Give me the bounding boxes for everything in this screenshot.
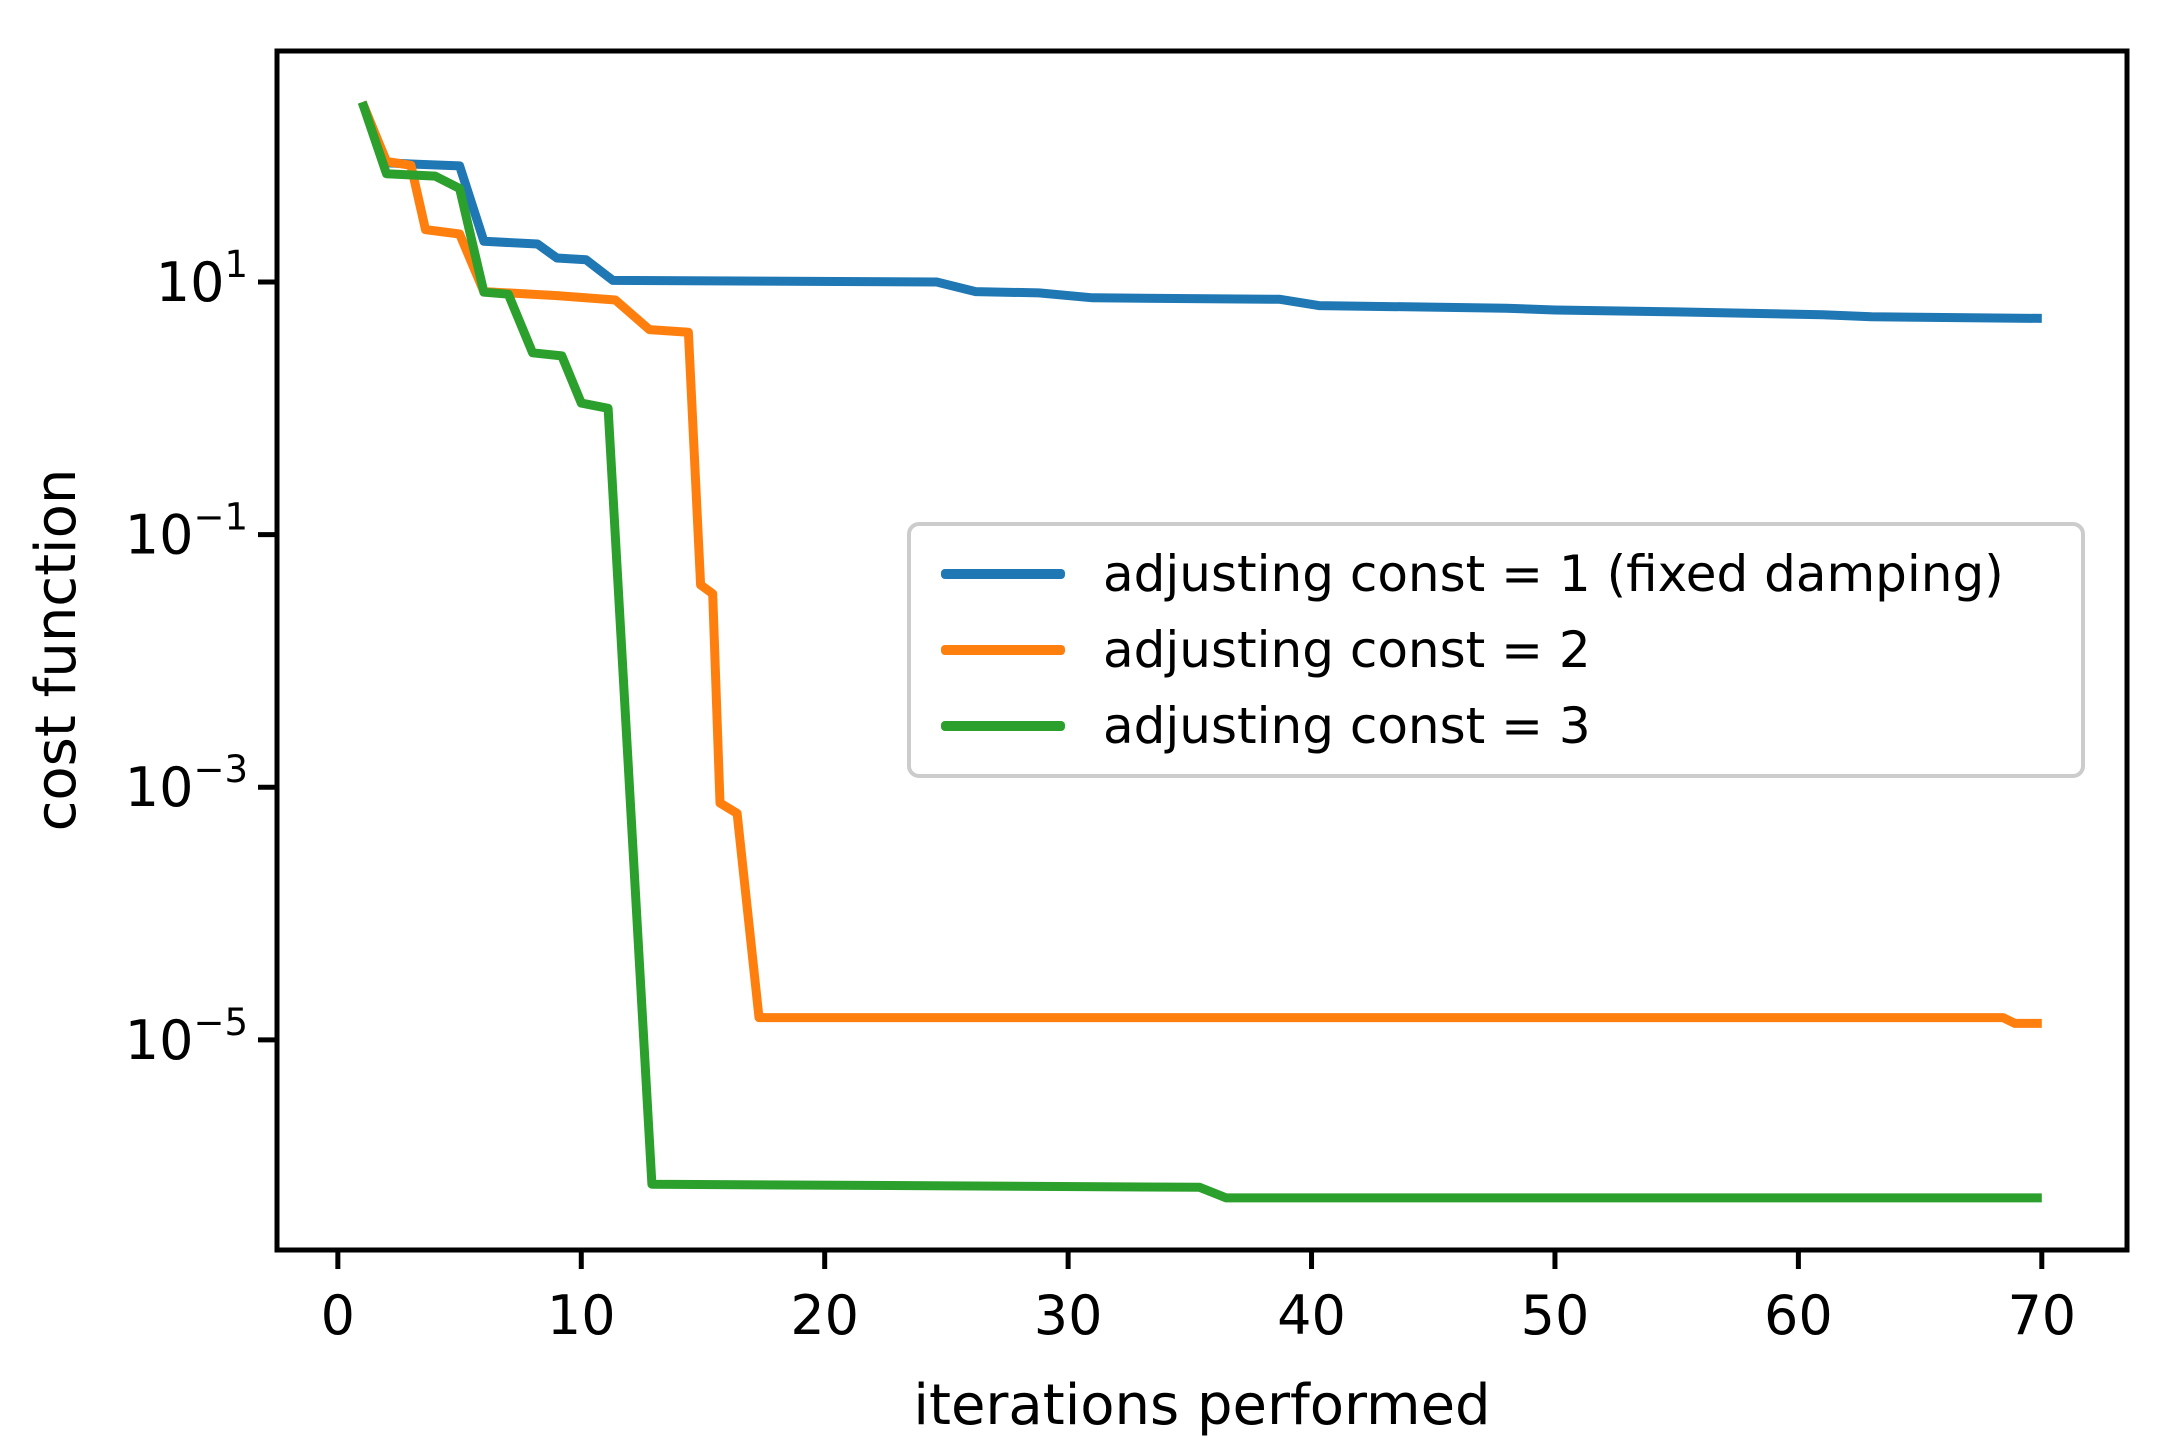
x-tick-label: 30: [1034, 1284, 1103, 1347]
legend-label: adjusting const = 2: [1103, 621, 1591, 679]
x-tick-label: 70: [2007, 1284, 2076, 1347]
x-axis-title: iterations performed: [913, 1373, 1491, 1438]
y-tick-label: 101: [156, 243, 248, 314]
y-tick-label: 10−1: [125, 496, 248, 567]
legend-item: adjusting const = 3: [911, 690, 2081, 762]
x-tick-label: 10: [547, 1284, 616, 1347]
series-line-1: [358, 100, 2042, 1028]
x-tick-label: 50: [1521, 1284, 1590, 1347]
x-tick-label: 60: [1764, 1284, 1833, 1347]
series-line-2: [357, 100, 2042, 1203]
y-axis-title: cost function: [24, 468, 89, 832]
plot-border: [274, 48, 2130, 1253]
x-tick-label: 40: [1277, 1284, 1346, 1347]
legend: adjusting const = 1 (fixed damping) adju…: [907, 522, 2085, 778]
legend-line-sample-green: [941, 721, 1065, 731]
legend-item: adjusting const = 1 (fixed damping): [911, 538, 2081, 610]
y-tick-label: 10−5: [125, 1001, 248, 1072]
legend-label: adjusting const = 1 (fixed damping): [1103, 545, 2004, 603]
x-tick-label: 20: [790, 1284, 859, 1347]
y-tick-label: 10−3: [125, 748, 248, 819]
legend-item: adjusting const = 2: [911, 614, 2081, 686]
legend-line-sample-orange: [941, 645, 1065, 655]
legend-line-sample-blue: [941, 569, 1065, 579]
series-line-0: [358, 100, 2042, 323]
legend-label: adjusting const = 3: [1103, 697, 1591, 755]
x-tick-label: 0: [321, 1284, 355, 1347]
